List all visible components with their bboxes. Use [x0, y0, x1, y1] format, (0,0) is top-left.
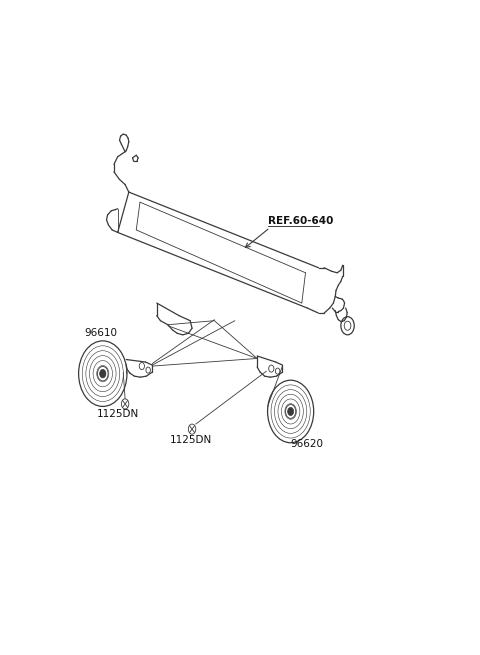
Circle shape [100, 369, 106, 378]
Text: 1125DN: 1125DN [97, 409, 140, 419]
Text: REF.60-640: REF.60-640 [268, 216, 334, 226]
Text: 96610: 96610 [84, 328, 117, 339]
Circle shape [288, 407, 294, 415]
Text: 96620: 96620 [290, 440, 324, 449]
Text: 1125DN: 1125DN [170, 436, 212, 445]
